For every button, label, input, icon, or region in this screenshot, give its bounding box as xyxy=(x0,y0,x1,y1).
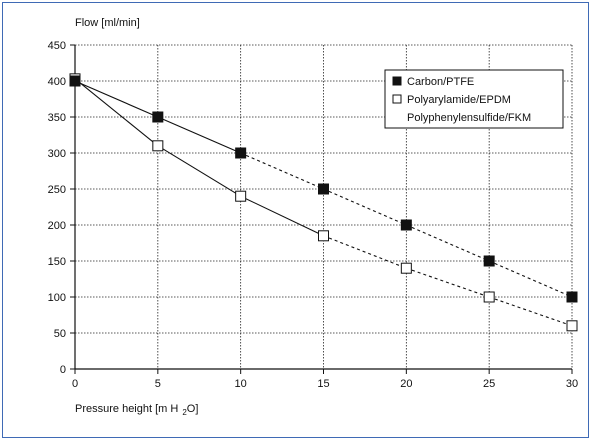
y-tick-label: 400 xyxy=(48,76,66,88)
data-point-filled xyxy=(69,75,81,87)
data-point-open xyxy=(152,140,164,152)
legend: Carbon/PTFE Polyarylamide/EPDM Polypheny… xyxy=(384,69,564,129)
series-line-segment xyxy=(323,235,407,269)
data-point-open xyxy=(566,320,578,332)
series-line-segment xyxy=(488,296,573,327)
series-line-segment xyxy=(157,116,241,154)
axes: 0 50 100 150 200 250 300 350 400 450 0 5 10 15 20 25 30 xyxy=(48,40,578,390)
series-line-segment xyxy=(488,260,573,298)
y-tick-label: 200 xyxy=(48,220,66,232)
data-point-open xyxy=(483,291,495,303)
data-point-filled xyxy=(400,219,412,231)
x-axis-title-end: O] xyxy=(187,403,199,415)
y-tick-label: 50 xyxy=(54,328,66,340)
series-line-segment xyxy=(74,80,159,118)
y-tick-label: 100 xyxy=(48,292,66,304)
legend-label-carbon-ptfe: Carbon/PTFE xyxy=(407,76,474,88)
y-tick-label: 250 xyxy=(48,184,66,196)
data-point-filled xyxy=(235,147,247,159)
legend-box xyxy=(384,69,564,129)
x-tick-label: 10 xyxy=(235,378,247,390)
data-point-filled xyxy=(566,291,578,303)
x-tick-label: 20 xyxy=(400,378,412,390)
series-line-segment xyxy=(323,188,407,226)
data-point-filled xyxy=(483,255,495,267)
series xyxy=(69,73,578,332)
data-point-open xyxy=(235,190,247,202)
y-tick-label: 150 xyxy=(48,256,66,268)
x-axis-title: Pressure height [m H 2O] xyxy=(75,403,198,417)
y-tick-label: 350 xyxy=(48,112,66,124)
data-point-open xyxy=(400,262,412,274)
legend-label-polyarylamide-epdm: Polyarylamide/EPDM xyxy=(407,94,511,106)
data-point-filled xyxy=(152,111,164,123)
x-tick-label: 30 xyxy=(566,378,578,390)
series-line-segment xyxy=(74,78,159,147)
series-line-segment xyxy=(406,267,490,298)
legend-marker-polyarylamide-epdm xyxy=(392,94,402,104)
y-tick-label: 300 xyxy=(48,148,66,160)
y-tick-label: 0 xyxy=(60,364,66,376)
legend-label-polyphenylensulfide-fkm: Polyphenylensulfide/FKM xyxy=(407,112,531,124)
x-tick-label: 5 xyxy=(155,378,161,390)
x-tick-label: 0 xyxy=(72,378,78,390)
x-axis-title-subscript: 2 xyxy=(182,408,187,417)
legend-marker-carbon-ptfe xyxy=(392,76,402,86)
y-axis-title: Flow [ml/min] xyxy=(75,17,140,29)
data-point-open xyxy=(318,230,329,242)
data-point-filled xyxy=(318,183,329,195)
series-line-segment xyxy=(240,152,324,190)
series-line-segment xyxy=(157,145,241,197)
y-tick-label: 450 xyxy=(48,40,66,52)
x-tick-label: 15 xyxy=(317,378,329,390)
x-tick-label: 25 xyxy=(483,378,495,390)
series-line-segment xyxy=(406,224,490,262)
series-line-segment xyxy=(240,195,324,237)
